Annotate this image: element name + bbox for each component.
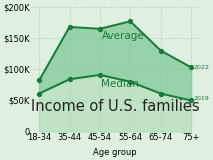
Text: 2019: 2019 bbox=[194, 96, 209, 101]
Text: Income of U.S. families: Income of U.S. families bbox=[31, 99, 199, 114]
Text: Median: Median bbox=[101, 79, 139, 89]
Text: 2022: 2022 bbox=[194, 65, 209, 70]
X-axis label: Age group: Age group bbox=[93, 148, 137, 156]
Text: Average: Average bbox=[101, 31, 144, 41]
